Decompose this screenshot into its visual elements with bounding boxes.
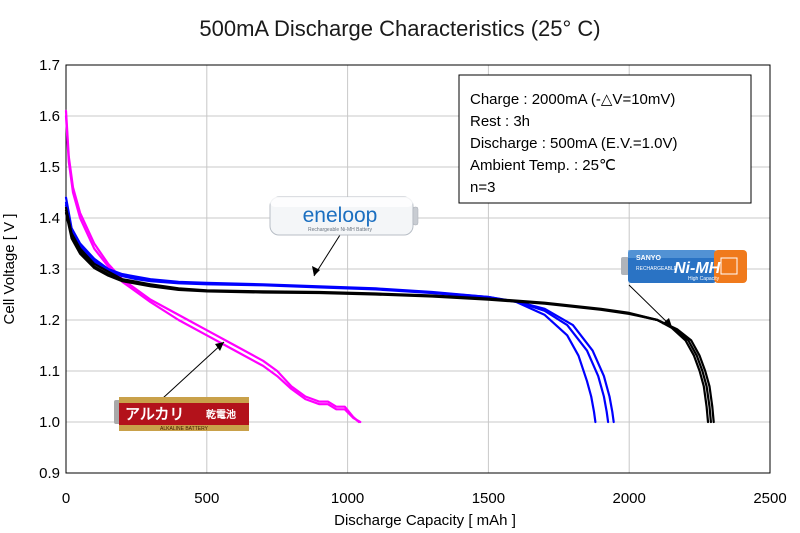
y-tick-labels: 0.9 1.0 1.1 1.2 1.3 1.4 1.5 1.6 1.7 <box>39 57 60 482</box>
y-tick-label: 1.0 <box>39 414 60 431</box>
condition-rest: Rest : 3h <box>470 113 530 130</box>
alkaline-label: アルカリ <box>125 406 184 423</box>
y-tick-label: 1.3 <box>39 261 60 278</box>
alkaline-pointer-line <box>162 341 225 399</box>
plot-frame <box>65 64 771 474</box>
condition-charge: Charge : 2000mA (-△V=10mV) <box>470 91 675 108</box>
pointer-arrows <box>162 234 673 399</box>
eneloop-pointer-line <box>313 234 341 277</box>
nimh-small-label: RECHARGEABLE <box>636 266 678 272</box>
nimh-label: Ni-MH <box>674 260 721 277</box>
y-axis-label: Cell Voltage [ V ] <box>1 214 18 325</box>
y-tick-label: 1.5 <box>39 159 60 176</box>
conditions-box: Charge : 2000mA (-△V=10mV) Rest : 3h Dis… <box>458 74 752 204</box>
eneloop-battery-image: eneloop Rechargeable Ni-MH Battery <box>269 196 419 236</box>
nimh-pointer-head <box>662 318 672 327</box>
condition-sample-count: n=3 <box>470 179 495 196</box>
series-line-2-run-1 <box>64 209 713 424</box>
series-line-1-run-1 <box>64 201 610 424</box>
series-line-0-run-1 <box>64 114 362 424</box>
x-tick-label: 2000 <box>613 490 646 507</box>
x-tick-label: 1000 <box>331 490 364 507</box>
conditions-frame <box>458 74 752 204</box>
nimh-pointer-line <box>628 284 673 328</box>
recycle-mark-icon <box>720 257 738 275</box>
eneloop-sublabel: Rechargeable Ni-MH Battery <box>308 227 372 233</box>
y-tick-label: 1.1 <box>39 363 60 380</box>
y-tick-label: 1.6 <box>39 108 60 125</box>
series-line-0-run-0 <box>64 109 360 424</box>
condition-ambient-temp: Ambient Temp. : 25℃ <box>470 157 616 174</box>
x-axis-label: Discharge Capacity [ mAh ] <box>334 512 516 529</box>
alkaline-pointer-head <box>215 342 224 351</box>
series-line-2-run-0 <box>64 206 710 424</box>
y-tick-label: 0.9 <box>39 465 60 482</box>
sanyo-nimh-battery-image: SANYO RECHARGEABLE Ni-MH High Capacity <box>621 250 747 283</box>
alkaline-battery-image: アルカリ 乾電池 ALKALINE BATTERY <box>114 397 249 432</box>
alkaline-kanji-label: 乾電池 <box>206 408 236 421</box>
x-tick-label: 500 <box>194 490 219 507</box>
nimh-brand-label: SANYO <box>636 255 661 262</box>
x-tick-label: 1500 <box>472 490 505 507</box>
x-tick-labels: 0 500 1000 1500 2000 2500 <box>62 490 787 507</box>
y-tick-label: 1.2 <box>39 312 60 329</box>
series-line-1-run-2 <box>64 204 615 424</box>
eneloop-label: eneloop <box>303 204 378 227</box>
condition-discharge: Discharge : 500mA (E.V.=1.0V) <box>470 135 677 152</box>
chart-title: 500mA Discharge Characteristics (25° C) <box>199 16 600 41</box>
y-tick-label: 1.4 <box>39 210 60 227</box>
alkaline-sublabel: ALKALINE BATTERY <box>160 426 209 432</box>
x-tick-label: 0 <box>62 490 70 507</box>
series-line-2-run-2 <box>64 211 715 424</box>
eneloop-pointer-head <box>312 266 320 276</box>
series-lines <box>64 109 715 424</box>
y-tick-label: 1.7 <box>39 57 60 74</box>
x-tick-label: 2500 <box>753 490 786 507</box>
nimh-sublabel: High Capacity <box>688 276 720 282</box>
